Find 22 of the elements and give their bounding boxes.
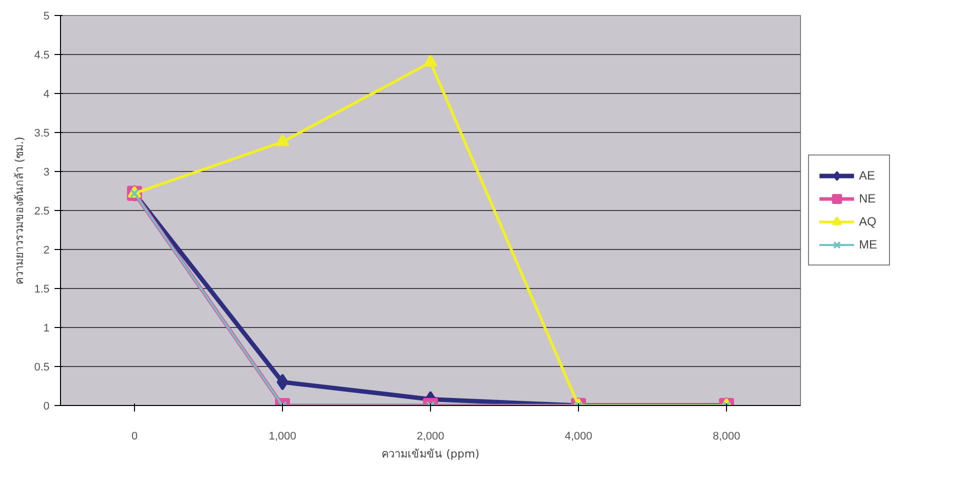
y-tick-label: 3.5 bbox=[34, 128, 50, 140]
x-axis-title: ความเข้มข้น (ppm) bbox=[382, 448, 480, 460]
legend-label: AE bbox=[859, 168, 876, 182]
legend-label: NE bbox=[859, 192, 877, 206]
x-tick-label: 1,000 bbox=[268, 430, 296, 442]
y-tick-label: 4.5 bbox=[34, 50, 50, 62]
y-tick-label: 0.5 bbox=[34, 362, 50, 374]
y-tick-label: 2 bbox=[43, 244, 50, 256]
x-tick-label: 2,000 bbox=[416, 430, 444, 442]
y-tick-label: 4 bbox=[43, 88, 50, 100]
y-tick-label: 1 bbox=[43, 322, 50, 334]
y-tick-label: 2.5 bbox=[34, 206, 50, 218]
x-tick-label: 0 bbox=[131, 430, 138, 442]
y-tick-label: 1.5 bbox=[34, 284, 50, 296]
y-tick-label: 0 bbox=[43, 400, 50, 412]
legend-label: ME bbox=[859, 238, 878, 252]
x-tick-label: 8,000 bbox=[712, 430, 740, 442]
x-tick-label: 4,000 bbox=[564, 430, 592, 442]
legend-label: AQ bbox=[859, 214, 878, 228]
y-tick-label: 3 bbox=[43, 166, 50, 178]
y-axis-title: ความยาวรวมของต้นกล้า (ซม.) bbox=[13, 136, 26, 284]
y-tick-label: 5 bbox=[43, 10, 50, 22]
